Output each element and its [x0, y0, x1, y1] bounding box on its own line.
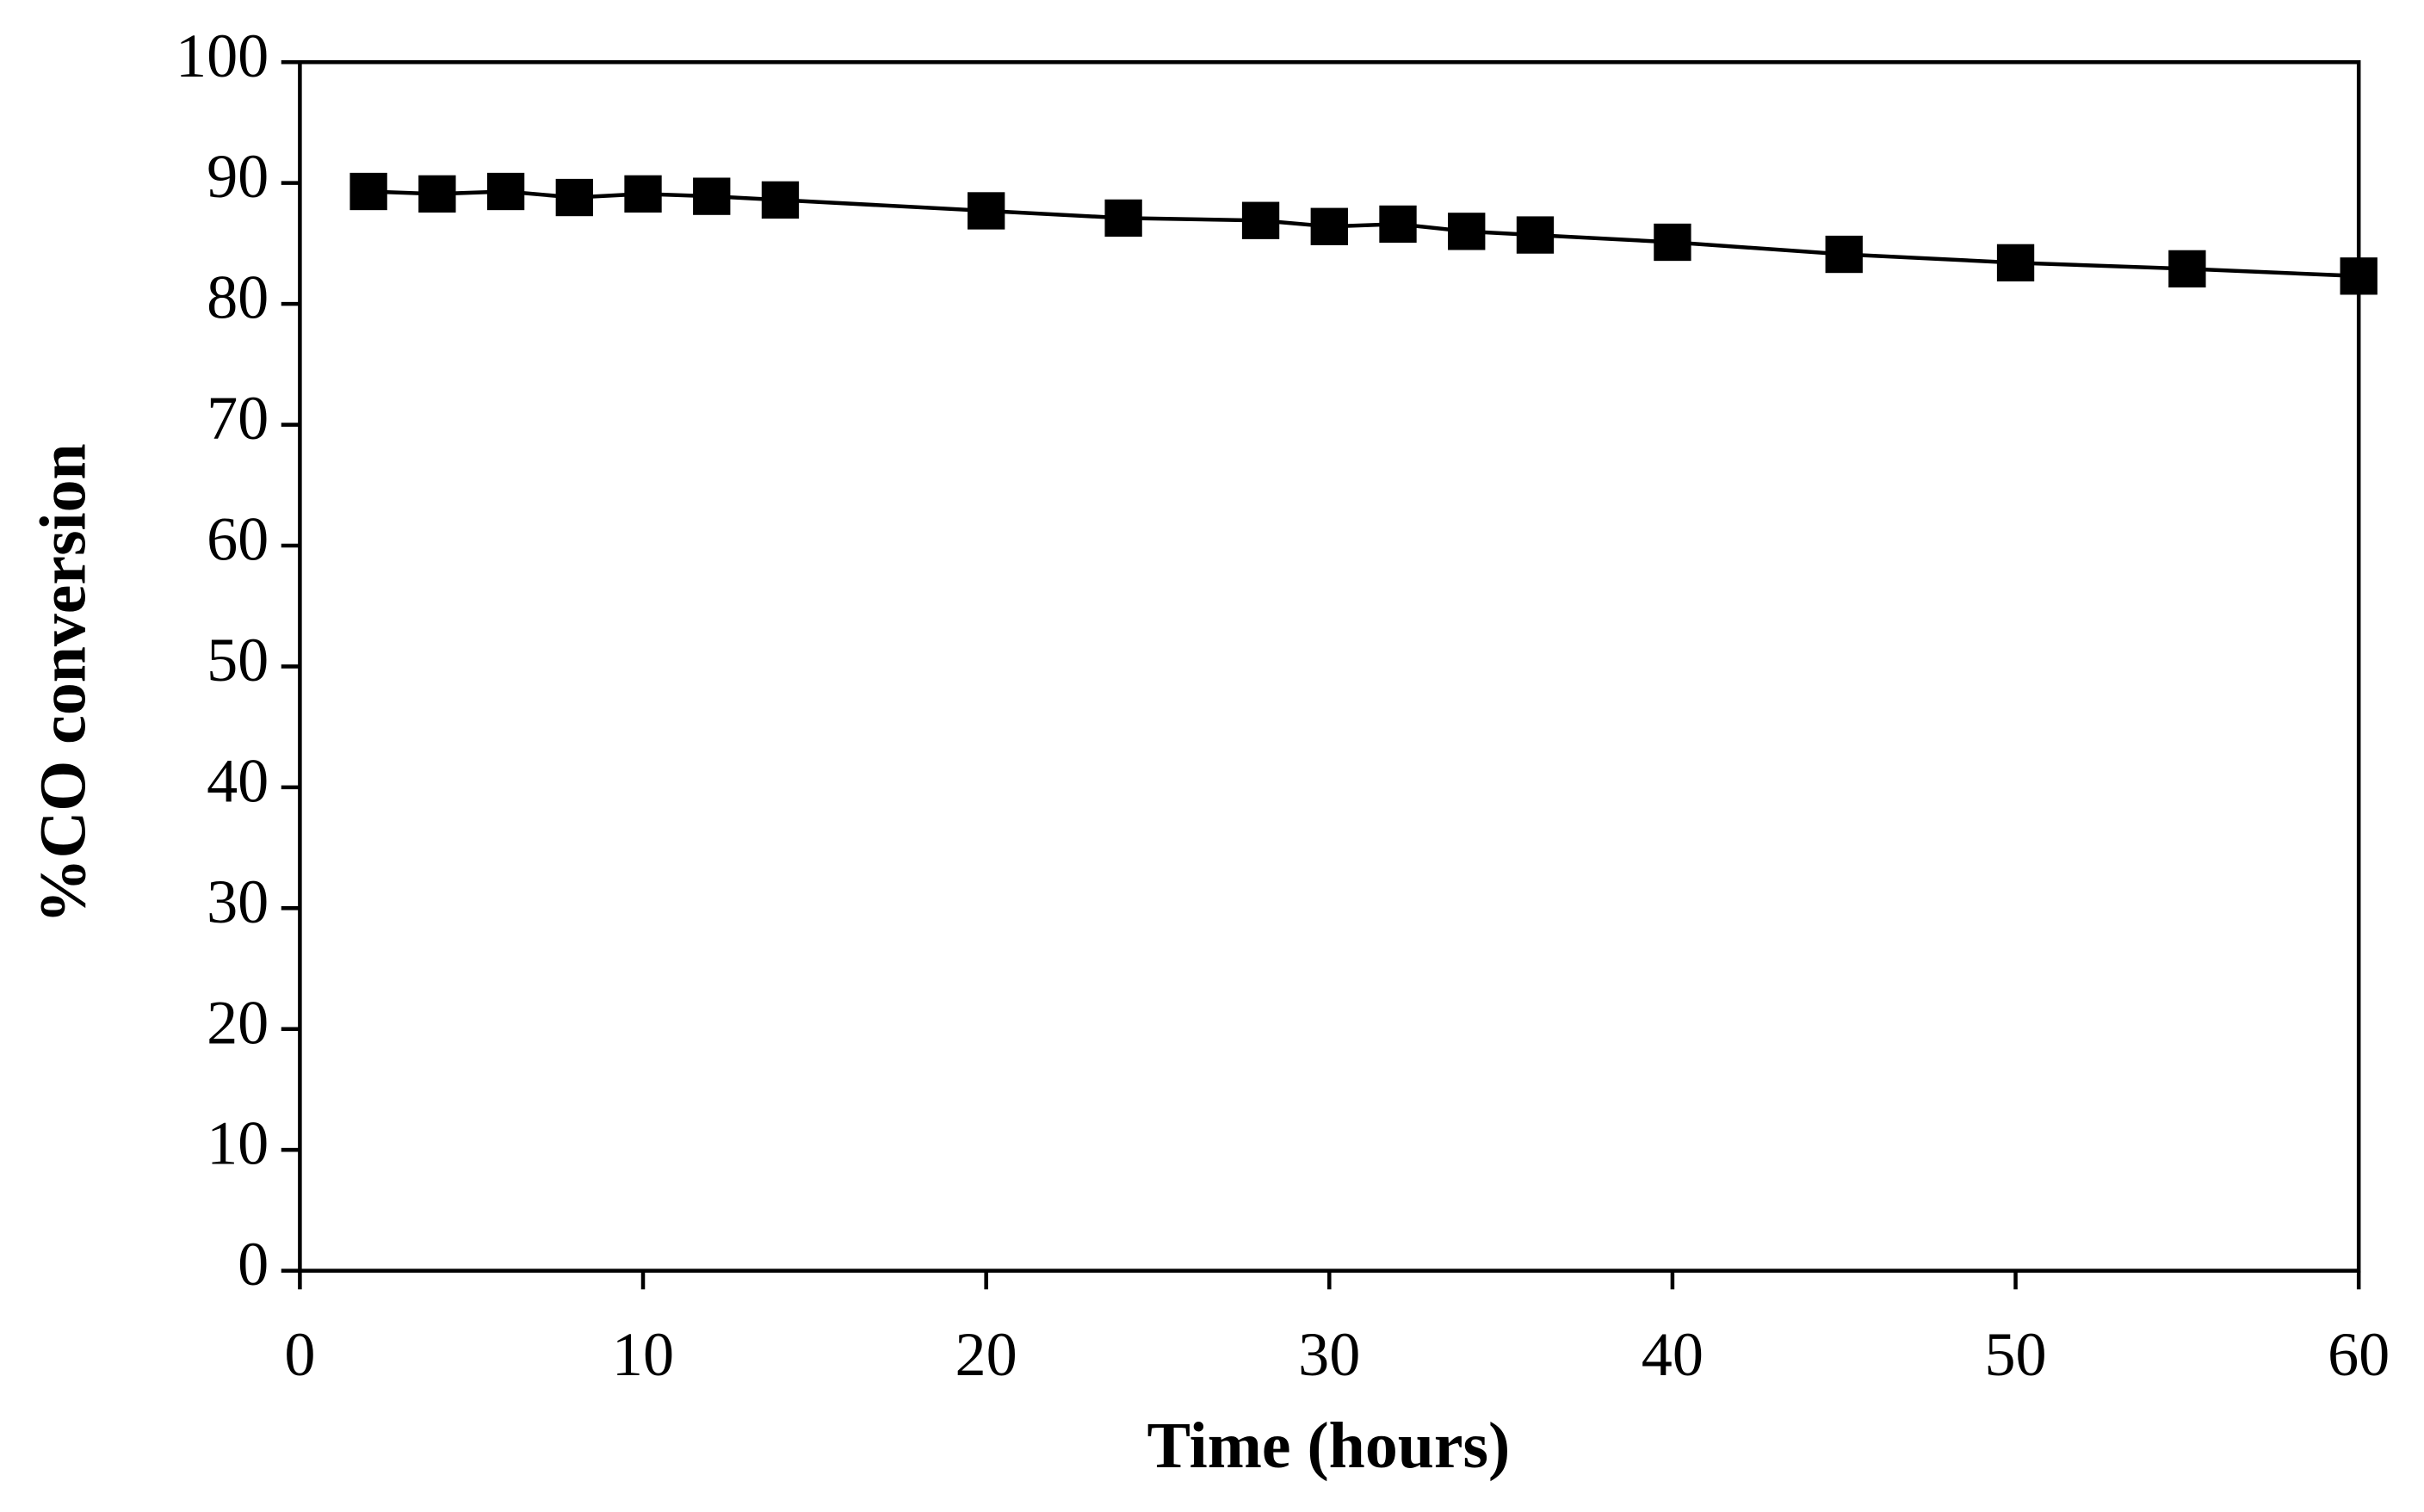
- marker: [1104, 199, 1142, 238]
- marker: [1241, 201, 1280, 239]
- marker: [761, 181, 800, 219]
- x-tick-label: 10: [612, 1320, 674, 1389]
- x-tick-label: 60: [2328, 1320, 2390, 1389]
- y-tick-label: 10: [207, 1109, 269, 1178]
- x-tick-label: 50: [1984, 1320, 2046, 1389]
- marker: [2340, 257, 2378, 295]
- x-tick-label: 30: [1298, 1320, 1360, 1389]
- marker: [349, 172, 387, 211]
- marker: [1379, 205, 1417, 244]
- marker: [1996, 244, 2035, 282]
- y-tick-label: 90: [207, 142, 269, 211]
- marker: [1654, 223, 1691, 262]
- x-tick-label: 20: [955, 1320, 1017, 1389]
- marker: [418, 175, 456, 213]
- marker: [624, 175, 662, 213]
- marker: [555, 178, 593, 217]
- marker: [2168, 250, 2206, 288]
- marker: [1448, 213, 1486, 250]
- marker: [1310, 207, 1348, 245]
- marker: [1516, 216, 1555, 254]
- y-tick-label: 20: [207, 988, 269, 1057]
- y-tick-label: 50: [207, 626, 269, 694]
- y-tick-label: 0: [238, 1230, 269, 1299]
- marker: [693, 177, 731, 215]
- y-tick-label: 30: [207, 867, 269, 936]
- x-tick-label: 40: [1642, 1320, 1704, 1389]
- y-tick-label: 60: [207, 505, 269, 574]
- y-tick-label: 80: [207, 263, 269, 332]
- y-axis-title: %CO conversion: [28, 443, 100, 923]
- y-tick-label: 100: [176, 22, 269, 90]
- marker: [486, 172, 525, 211]
- marker: [967, 192, 1005, 230]
- y-tick-label: 40: [207, 746, 269, 815]
- x-axis-title: Time (hours): [1147, 1410, 1510, 1482]
- x-tick-label: 0: [284, 1320, 315, 1389]
- y-tick-label: 70: [207, 384, 269, 453]
- marker: [1825, 235, 1863, 274]
